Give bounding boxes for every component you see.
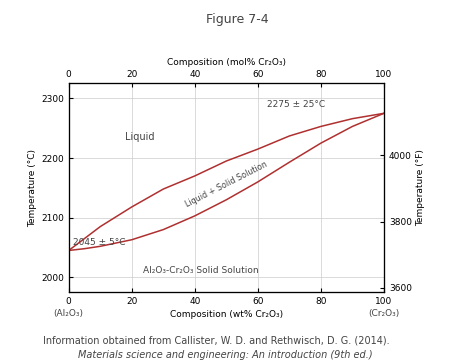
Text: Liquid: Liquid [126, 132, 155, 142]
Text: Materials science and engineering: An introduction (9th ed.): Materials science and engineering: An in… [78, 350, 373, 360]
X-axis label: Composition (mol% Cr₂O₃): Composition (mol% Cr₂O₃) [167, 58, 286, 68]
Y-axis label: Temperature (°C): Temperature (°C) [28, 149, 37, 227]
Text: (Al₂O₃): (Al₂O₃) [54, 309, 84, 318]
Text: Liquid + Solid Solution: Liquid + Solid Solution [184, 160, 269, 209]
Text: Al₂O₃-Cr₂O₃ Solid Solution: Al₂O₃-Cr₂O₃ Solid Solution [143, 266, 259, 275]
Text: 2275 ± 25°C: 2275 ± 25°C [267, 99, 326, 109]
Text: Information obtained from Callister, W. D. and Rethwisch, D. G. (2014).: Information obtained from Callister, W. … [43, 336, 389, 346]
Text: (Cr₂O₃): (Cr₂O₃) [368, 309, 400, 318]
Text: Figure 7-4: Figure 7-4 [206, 13, 268, 26]
Y-axis label: Temperature (°F): Temperature (°F) [416, 150, 425, 226]
Text: 2045 ± 5°C: 2045 ± 5°C [73, 238, 126, 248]
X-axis label: Composition (wt% Cr₂O₃): Composition (wt% Cr₂O₃) [170, 310, 283, 319]
